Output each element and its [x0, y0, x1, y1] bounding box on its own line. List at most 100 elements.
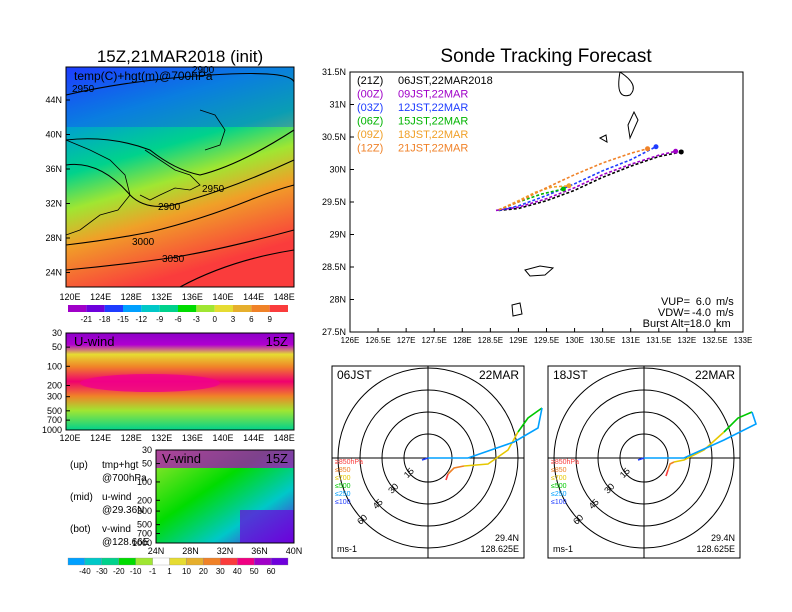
ring-label: 30 — [602, 481, 616, 495]
colorbar-label: 60 — [267, 567, 276, 576]
note-line: @128.66E — [102, 537, 150, 548]
colorbar-label: 9 — [267, 315, 272, 324]
legend-code: (09Z) — [357, 129, 383, 141]
contour-labels: 2950 2900 2950 2900 3000 3050 — [72, 65, 225, 265]
colorbar-label: -21 — [81, 315, 93, 324]
colorbar-label: 1 — [167, 567, 172, 576]
location-lat: 29.4N — [711, 533, 735, 543]
colorbar-label: 30 — [216, 567, 225, 576]
pressure-tick-label: 700 — [47, 415, 62, 425]
track-endpoint — [645, 146, 651, 152]
lat-tick-label: 40N — [45, 130, 62, 140]
ring-label: 45 — [587, 497, 601, 511]
track-endpoint — [673, 148, 679, 154]
hodograph-date: 22MAR — [695, 368, 735, 382]
lat-tick-label: 31.5N — [322, 67, 346, 77]
hodograph-time: 18JST — [553, 368, 588, 382]
hodograph-trace — [667, 461, 675, 471]
temperature-map — [65, 67, 295, 288]
wind-colorbar: -40 -30 -20 -10 -1 1 10 20 30 40 50 60 — [67, 557, 289, 576]
pressure-tick-label: 50 — [142, 459, 152, 469]
legend-code: (21Z) — [357, 75, 383, 87]
lat-tick-label: 29.5N — [322, 197, 346, 207]
lon-tick-label: 136E — [182, 433, 203, 443]
lon-tick-label: 124E — [90, 292, 111, 302]
lat-tick-label: 28N — [182, 546, 199, 556]
lon-tick-label: 126.5E — [365, 336, 390, 345]
lon-tick-label: 136E — [182, 292, 203, 302]
pressure-legend: ≥850hPa — [335, 459, 363, 466]
pressure-tick-label: 300 — [47, 392, 62, 402]
lon-tick-label: 132E — [678, 336, 697, 345]
param-label: VDW= — [658, 307, 690, 319]
colorbar-label: -15 — [117, 315, 129, 324]
pressure-legend: ≤700 — [551, 475, 567, 482]
hodograph-trace — [673, 431, 725, 463]
u-wind-time: 15Z — [266, 334, 288, 349]
colorbar-swatch — [123, 305, 142, 312]
legend-label: 12JST,22MAR — [398, 102, 468, 114]
contour-label: 3000 — [132, 237, 155, 248]
param-unit: m/s — [716, 307, 734, 319]
pressure-tick-label: 30 — [52, 328, 62, 338]
legend-code: (12Z) — [357, 143, 383, 155]
lat-tick-label: 36N — [45, 164, 62, 174]
note-key: (up) — [70, 460, 88, 471]
track-frame — [349, 71, 744, 333]
lon-tick-label: 128.5E — [478, 336, 503, 345]
lat-tick-label: 36N — [251, 546, 268, 556]
lon-tick-label: 127E — [397, 336, 416, 345]
lat-tick-label: 29N — [329, 230, 346, 240]
hodograph-trace — [447, 465, 465, 475]
legend-code: (03Z) — [357, 102, 383, 114]
pressure-legend: ≤850 — [335, 467, 351, 474]
track-line — [498, 147, 648, 211]
map-lon-ticks: 120E 124E 128E 132E 136E 140E 144E 148E — [59, 292, 294, 302]
track-legend: (21Z) 06JST,22MAR2018 (00Z) 09JST,22MAR (03Z… — [357, 75, 493, 155]
ring-label: 15 — [402, 466, 416, 480]
colorbar-label: -9 — [156, 315, 164, 324]
u-wind-title: U-wind — [74, 334, 114, 349]
colorbar-label: -3 — [193, 315, 201, 324]
colorbar-swatch — [135, 557, 153, 566]
param-value: 18.0 — [690, 318, 711, 330]
unit-label: ms-1 — [337, 544, 357, 554]
map-frame — [65, 66, 295, 288]
param-value: -4.0 — [692, 307, 711, 319]
lon-tick-label: 148E — [274, 292, 295, 302]
contour-label: 2900 — [192, 65, 215, 76]
lon-tick-label: 133E — [734, 336, 753, 345]
colorbar-swatch — [270, 557, 289, 566]
legend-label: 15JST,22MAR — [398, 116, 468, 128]
lat-tick-label: 24N — [148, 546, 165, 556]
ring-label: 30 — [386, 481, 400, 495]
lon-tick-label: 131E — [621, 336, 640, 345]
colorbar-swatch — [152, 557, 170, 566]
track-lon-ticks: 126E 126.5E 127E 127.5E 128E 128.5E 129E 129.5E… — [341, 328, 753, 345]
sonde-params: VUP= 6.0 m/s VDW= -4.0 m/s Burst Alt= 18.0 km — [643, 296, 735, 330]
colorbar-label: 10 — [182, 567, 191, 576]
colorbar-swatch — [104, 305, 123, 312]
contour-label: 2950 — [72, 84, 95, 95]
colorbar-label: -6 — [174, 315, 182, 324]
panel-notes: (up) tmp+hgt @700hPa (mid) u-wind @29.36… — [70, 460, 150, 548]
lon-tick-label: 128E — [121, 433, 142, 443]
pressure-legend: ≤850 — [551, 467, 567, 474]
pressure-tick-label: 100 — [137, 477, 152, 487]
lon-tick-label: 124E — [90, 433, 111, 443]
map-title: 15Z,21MAR2018 (init) — [97, 47, 263, 66]
pressure-legend: ≤500 — [335, 483, 351, 490]
colorbar-label: 50 — [250, 567, 259, 576]
colorbar-swatch — [254, 557, 272, 566]
note-line: v-wind — [102, 524, 131, 535]
colorbar-swatch — [214, 305, 233, 312]
track-endpoint — [560, 186, 566, 192]
pressure-tick-label: 1000 — [132, 538, 152, 548]
colorbar-swatch — [84, 557, 102, 566]
lon-tick-label: 120E — [59, 433, 80, 443]
lon-tick-label: 144E — [243, 433, 264, 443]
param-unit: km — [716, 318, 731, 330]
lon-tick-label: 131.5E — [646, 336, 671, 345]
v-wind-lat-ticks: 24N 28N 32N 36N 40N — [148, 546, 303, 556]
